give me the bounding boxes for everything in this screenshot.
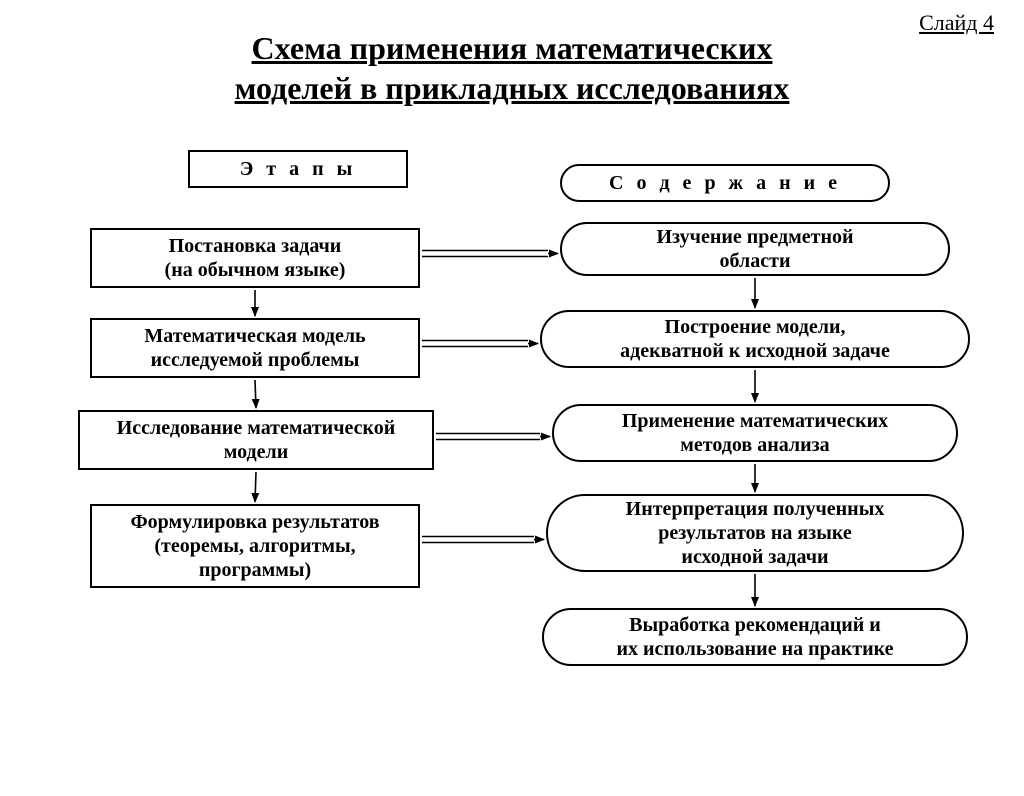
stages-header: Э т а п ы: [188, 150, 408, 188]
stage-box: Исследование математическоймодели: [78, 410, 434, 470]
stage-box: Формулировка результатов(теоремы, алгори…: [90, 504, 420, 588]
content-box: Построение модели,адекватной к исходной …: [540, 310, 970, 368]
content-box: Применение математическихметодов анализа: [552, 404, 958, 462]
content-header: С о д е р ж а н и е: [560, 164, 890, 202]
content-box: Изучение предметнойобласти: [560, 222, 950, 276]
content-box: Выработка рекомендаций иих использование…: [542, 608, 968, 666]
content-box: Интерпретация полученныхрезультатов на я…: [546, 494, 964, 572]
stage-box: Математическая модельисследуемой проблем…: [90, 318, 420, 378]
diagram-stage: Э т а п ы С о д е р ж а н и е Постановка з…: [0, 0, 1024, 768]
stage-box: Постановка задачи(на обычном языке): [90, 228, 420, 288]
